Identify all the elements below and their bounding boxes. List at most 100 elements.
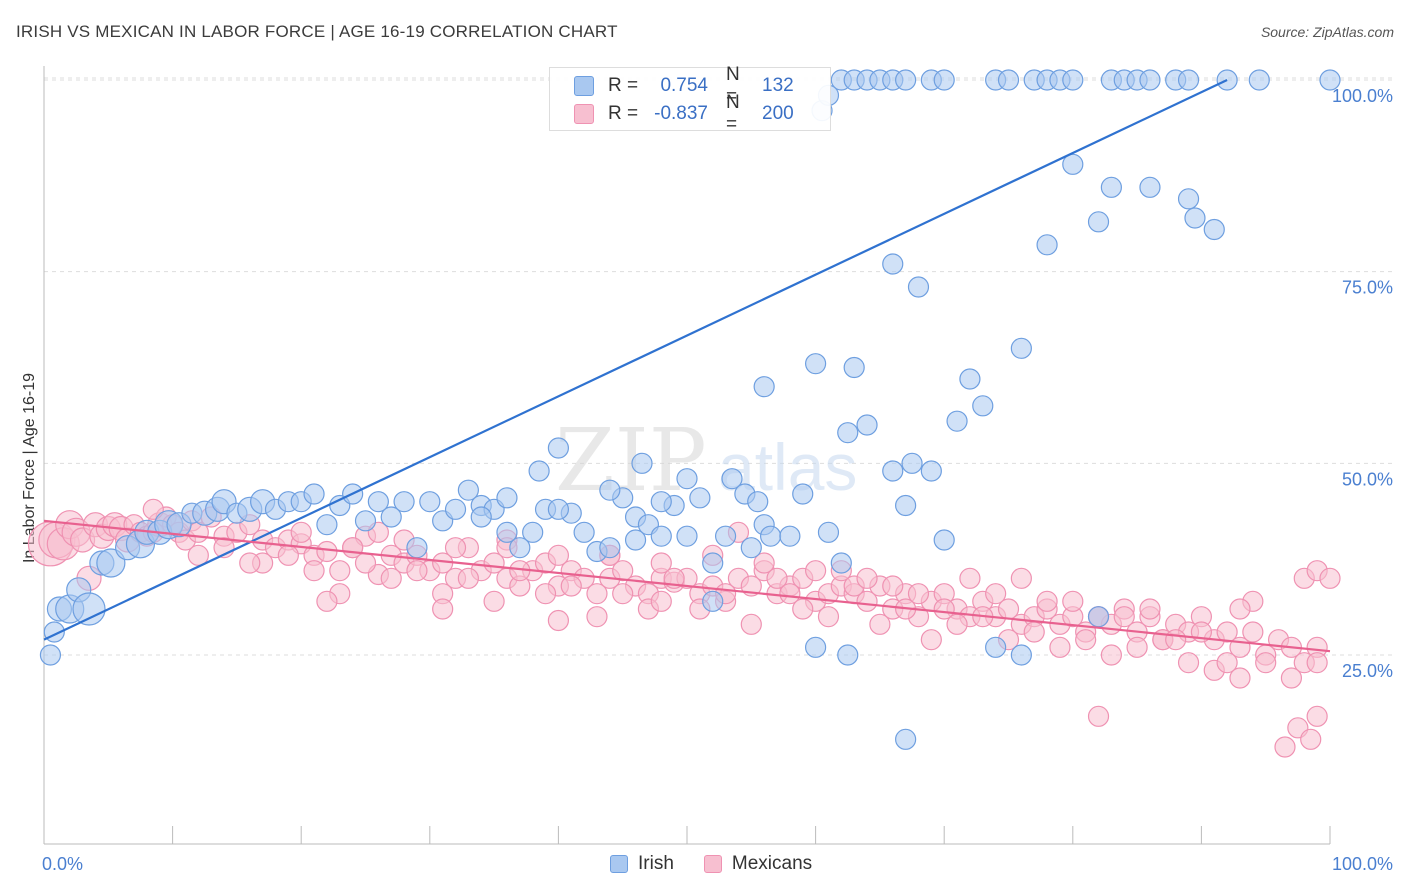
mexicans-point [933,598,955,620]
irish-point [830,552,852,574]
irish-point [1177,188,1200,210]
mexicans-point [380,567,402,589]
n-label: N = [726,64,740,107]
mexicans-point [316,540,338,563]
mexicans-point [869,613,891,635]
mexicans-legend-swatch [703,855,722,873]
y-tick-label: 100.0% [1332,86,1393,106]
mexicans-point [1274,736,1296,758]
mexicans-point [612,560,634,582]
mexicans-point [753,552,775,574]
irish-point [316,514,338,536]
irish-point [72,592,106,626]
axes [43,66,1331,845]
mexicans-point [1242,621,1264,643]
source-credit: Source: ZipAtlas.com [1260,24,1394,40]
irish-point [856,414,878,436]
irish-point [946,410,968,432]
mexicans-point [560,575,582,597]
mexicans-point [792,598,814,620]
irish-point [1139,176,1161,198]
irish-point [393,491,415,513]
mexicans-point [586,583,608,605]
r-label: R = [608,103,639,124]
mexicans-point [547,609,570,632]
irish-point [920,460,942,482]
irish-point [1087,211,1110,233]
irish-point [522,521,544,543]
irish-point [702,590,724,612]
irish-point [837,422,859,444]
stats-legend: R = 0.754 N = 132 R = -0.837 N = 200 [549,64,831,135]
irish-point [599,479,621,501]
irish-point [1203,218,1225,241]
mexicans-point [483,590,505,612]
irish-point [528,460,550,482]
irish-point [933,69,955,91]
irish-point [1087,606,1110,628]
mexicans-point [290,521,312,543]
irish-point [599,537,621,559]
irish-point [650,525,672,547]
irish-point [1248,69,1270,91]
irish-point [843,356,865,379]
irish-point [496,521,518,543]
legend-item-irish[interactable]: Irish [610,853,674,875]
irish-point [753,376,775,398]
mexicans-point [907,583,930,605]
irish-point [702,552,724,574]
mexicans-point [1113,606,1135,628]
irish-point [1319,69,1341,91]
mexicans-point [1306,652,1328,674]
irish-point [817,521,840,543]
mexicans-point [444,537,467,559]
irish-point [959,368,981,390]
irish-point [895,494,917,517]
mexicans-point [586,606,608,628]
irish-point [837,644,859,666]
irish-point [1010,644,1032,666]
mexicans-point [1062,590,1084,612]
mexicans-point [959,567,981,589]
irish-legend-swatch [610,855,628,873]
mexicans-point [1216,652,1238,674]
mexicans-point [1010,567,1032,589]
irish-point [1139,69,1161,91]
irish-point [901,452,923,474]
irish-point [650,491,672,513]
mexicans-point [432,598,454,620]
trend-lines [43,79,1331,653]
tick-labels: 25.0% 50.0% 75.0% 100.0% 0.0% 100.0% [42,86,1393,874]
mexicans-point [1087,705,1110,727]
mexicans-point [1126,636,1148,658]
x-tick-label: 100.0% [1332,854,1393,874]
mexicans-point [1255,652,1277,674]
r-value: 0.754 [660,75,708,96]
legend-item-mexicans[interactable]: Mexicans [703,853,812,875]
irish-point [759,525,782,547]
irish-point [457,479,479,501]
y-tick-label: 75.0% [1342,278,1393,298]
irish-legend-label: Irish [638,853,674,874]
irish-point [39,644,62,666]
mexicans-point [1319,567,1341,589]
mexicans-point [239,552,261,574]
irish-point [882,460,904,482]
irish-point [547,498,570,520]
irish-point [676,525,698,547]
irish-point [573,521,595,543]
mexicans-point [1216,621,1238,643]
irish-point [444,498,467,520]
irish-point [895,69,917,91]
mexicans-point [303,560,325,582]
mexicans-point [612,583,634,605]
n-value: 200 [762,103,794,124]
irish-point [792,483,814,505]
irish-trend-line [43,79,1228,641]
irish-point [689,487,711,509]
mexicans-point [142,498,164,520]
irish-point [740,537,762,559]
mexicans-point [406,560,428,582]
irish-point [985,636,1007,658]
